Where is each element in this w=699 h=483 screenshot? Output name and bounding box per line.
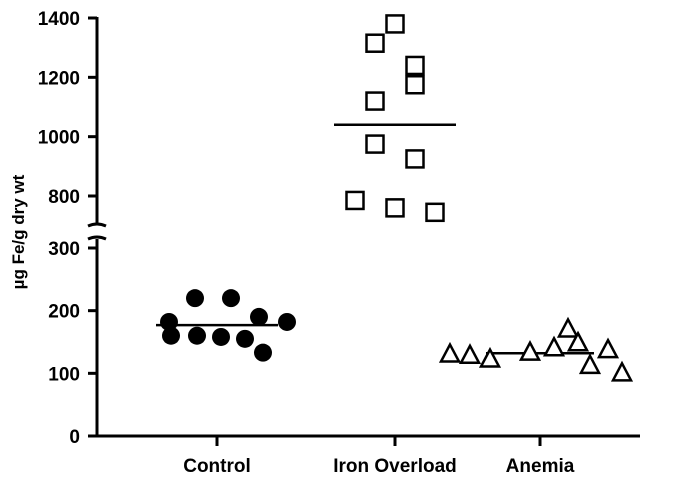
axis-break-bottom <box>87 235 107 241</box>
category-label: Iron Overload <box>333 456 457 477</box>
data-point <box>405 55 425 76</box>
axis-break-top <box>87 222 107 228</box>
data-point <box>518 339 542 361</box>
data-point <box>556 316 580 338</box>
data-point <box>385 198 405 218</box>
y-tick-label: 0 <box>69 427 80 448</box>
data-point <box>566 330 590 352</box>
y-axis-title: µg Fe/g dry wt <box>9 174 28 289</box>
category-label: Control <box>183 456 251 477</box>
data-point <box>236 329 254 348</box>
data-point <box>345 190 365 211</box>
category-label: Anemia <box>506 456 575 477</box>
data-point <box>405 149 425 169</box>
y-tick-label: 200 <box>48 302 80 323</box>
data-point <box>365 91 385 111</box>
data-point <box>385 14 405 34</box>
data-point <box>365 33 385 53</box>
y-tick-label: 300 <box>48 239 80 260</box>
y-tick-label: 100 <box>48 364 80 385</box>
data-point <box>222 289 240 308</box>
data-point <box>186 289 204 308</box>
data-point <box>425 202 445 223</box>
data-point <box>160 312 178 331</box>
y-tick-label: 1200 <box>38 68 80 89</box>
data-point <box>542 335 566 357</box>
y-tick-label: 800 <box>48 187 80 208</box>
data-point <box>596 337 620 359</box>
axes <box>87 17 640 446</box>
data-point <box>188 326 206 345</box>
data-point <box>610 360 634 382</box>
data-point <box>458 343 482 365</box>
data-point <box>405 75 425 95</box>
data-point <box>578 353 602 375</box>
data-point <box>250 307 268 326</box>
y-tick-label: 1400 <box>38 9 80 30</box>
mean-lines <box>156 123 594 355</box>
data-point <box>254 343 272 362</box>
data-point <box>478 346 502 368</box>
data-point <box>212 327 230 346</box>
data-point <box>162 326 180 345</box>
data-point <box>365 134 385 154</box>
data-point <box>278 312 296 331</box>
y-ticks: 0 100 200 300 800 1000 1200 1400 <box>38 9 97 448</box>
data-point <box>438 341 462 363</box>
category-labels: Control Iron Overload Anemia <box>183 456 575 477</box>
data-points <box>160 14 634 382</box>
y-tick-label: 1000 <box>38 128 80 149</box>
